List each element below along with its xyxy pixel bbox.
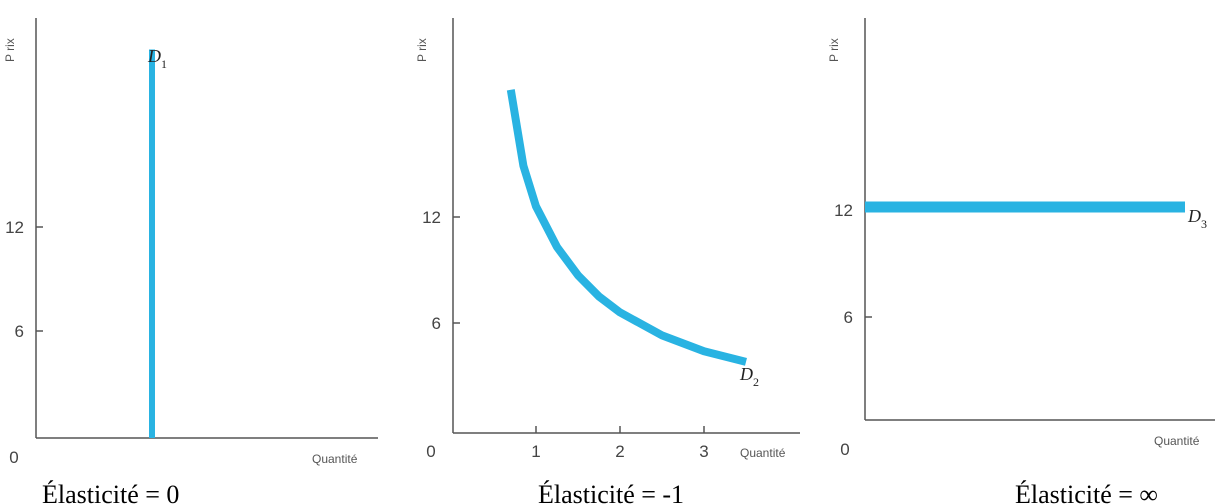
- elasticity-caption: Élasticité = ∞: [1015, 480, 1158, 504]
- chart-panel-3: 6 12 0 Quantité P rix D3 Élasticité = ∞: [827, 18, 1215, 504]
- x-tick-label: 3: [699, 442, 708, 461]
- chart-panel-1: 6 12 0 Quantité P rix D1 Élasticité = 0: [3, 18, 378, 504]
- elasticity-caption: Élasticité = 0: [42, 480, 179, 504]
- x-axis-title: Quantité: [312, 452, 358, 466]
- x-tick-label: 2: [615, 442, 624, 461]
- demand-curve-d2: [506, 89, 747, 366]
- curve-label-d2: D2: [739, 364, 759, 389]
- y-tick-label: 12: [5, 218, 24, 237]
- elasticity-caption: Élasticité = -1: [538, 480, 684, 504]
- y-axis-title: P rix: [3, 38, 17, 62]
- y-tick-label: 12: [422, 208, 441, 227]
- x-axis-title: Quantité: [740, 446, 786, 460]
- curve-label-d1: D1: [147, 46, 167, 71]
- curve-label-d3: D3: [1187, 206, 1207, 231]
- x-axis-title: Quantité: [1154, 434, 1200, 448]
- y-tick-label: 6: [432, 314, 441, 333]
- y-tick-label: 12: [834, 201, 853, 220]
- y-axis-title: P rix: [415, 38, 429, 62]
- y-axis-title: P rix: [827, 38, 841, 62]
- x-tick-label: 1: [531, 442, 540, 461]
- y-tick-label: 6: [844, 308, 853, 327]
- origin-label: 0: [840, 440, 849, 459]
- origin-label: 0: [9, 448, 18, 467]
- y-tick-label: 6: [15, 322, 24, 341]
- origin-label: 0: [426, 442, 435, 461]
